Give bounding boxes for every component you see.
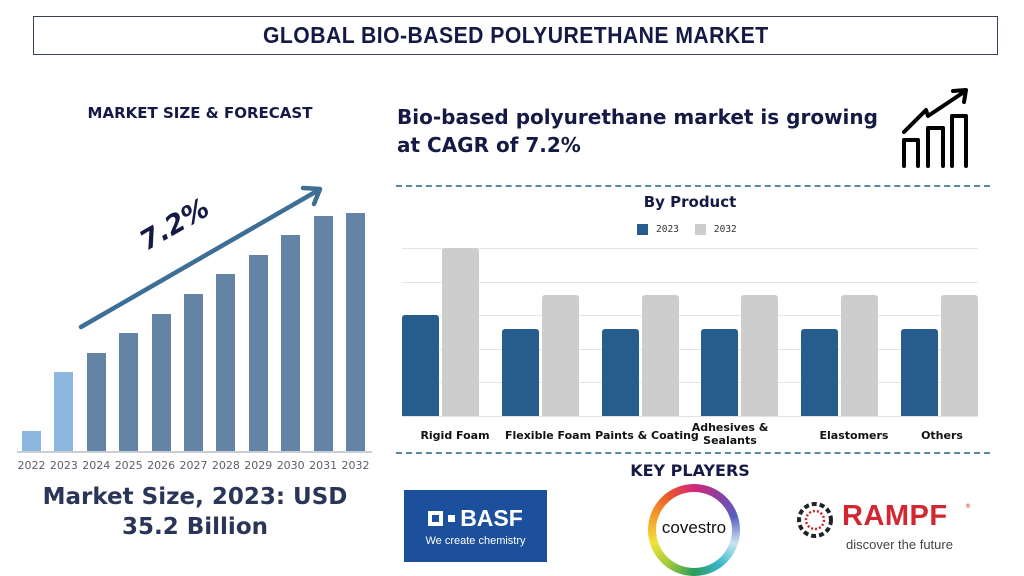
bar-2024 bbox=[86, 353, 106, 451]
bar-2023 bbox=[801, 328, 839, 416]
bar-2032 bbox=[442, 248, 479, 416]
x-tick-label: 2026 bbox=[147, 459, 176, 472]
page-title-box: GLOBAL BIO-BASED POLYURETHANE MARKET bbox=[33, 16, 998, 55]
legend-label: 2032 bbox=[713, 224, 737, 235]
x-tick-label: 2029 bbox=[244, 459, 273, 472]
category-label: Rigid Foam bbox=[420, 429, 490, 442]
by-product-chart bbox=[402, 248, 978, 417]
covestro-logo: covestro bbox=[648, 484, 740, 576]
divider-bottom bbox=[396, 452, 990, 454]
chart-legend: 2023 2032 bbox=[637, 224, 745, 235]
rampf-logo: RAMPF ® discover the future bbox=[795, 500, 975, 556]
covestro-name: covestro bbox=[661, 518, 727, 537]
bar-2023 bbox=[701, 328, 739, 416]
bar-2023 bbox=[402, 315, 439, 416]
bar-2027 bbox=[184, 294, 203, 451]
divider-top bbox=[396, 185, 990, 187]
x-tick-label: 2027 bbox=[179, 459, 208, 472]
rampf-emblem-icon bbox=[797, 502, 833, 538]
legend-item-2023: 2023 bbox=[637, 224, 679, 235]
bar-2023 bbox=[901, 328, 938, 416]
growth-chart-icon bbox=[902, 88, 968, 168]
market-size-heading: MARKET SIZE & FORECAST bbox=[87, 104, 313, 122]
x-tick-label: 2028 bbox=[211, 459, 240, 472]
key-players-title: KEY PLAYERS bbox=[630, 461, 750, 480]
growth-arrow-icon bbox=[78, 185, 323, 330]
bar-2030 bbox=[281, 235, 301, 451]
covestro-ring-center bbox=[656, 492, 732, 568]
headline-line2: at CAGR of 7.2% bbox=[397, 133, 581, 157]
bar-2031 bbox=[313, 216, 333, 451]
gridline bbox=[402, 348, 978, 350]
x-tick-label: 2022 bbox=[17, 459, 46, 472]
bar-2025 bbox=[119, 333, 139, 451]
bar-2022 bbox=[22, 431, 41, 451]
market-size-text: Market Size, 2023: USD 35.2 Billion bbox=[0, 482, 390, 542]
basf-wordmark: BASF bbox=[428, 505, 523, 532]
basf-tagline: We create chemistry bbox=[425, 535, 526, 547]
legend-swatch-2023 bbox=[637, 224, 648, 235]
gridline bbox=[402, 416, 978, 417]
legend-label: 2023 bbox=[656, 224, 679, 235]
gridline bbox=[402, 382, 978, 384]
bar-2032 bbox=[741, 295, 779, 416]
category-label: Adhesives & Sealants bbox=[691, 421, 769, 447]
market-forecast-chart: 2022 2023 2024 2025 2026 2027 2028 2029 2030 2031… bbox=[17, 180, 372, 480]
basf-logo: BASF We create chemistry bbox=[404, 490, 547, 562]
registered-mark: ® bbox=[965, 503, 971, 510]
category-label: Flexible Foam bbox=[504, 429, 592, 442]
x-tick-label: 2031 bbox=[309, 459, 338, 472]
market-size-line1: Market Size, 2023: USD bbox=[42, 484, 348, 510]
basf-square-icon bbox=[428, 511, 444, 526]
rampf-tagline: discover the future bbox=[846, 537, 953, 552]
bar-2032 bbox=[346, 213, 365, 451]
bar-2029 bbox=[248, 255, 268, 451]
legend-swatch-2032 bbox=[694, 224, 706, 235]
x-tick-label: 2030 bbox=[276, 459, 305, 472]
bar-2032 bbox=[641, 295, 679, 416]
category-label: Others bbox=[921, 429, 963, 442]
bar-2023 bbox=[54, 372, 74, 451]
cagr-headline: Bio-based polyurethane market is growing… bbox=[397, 103, 897, 159]
page-title: GLOBAL BIO-BASED POLYURETHANE MARKET bbox=[262, 22, 769, 48]
market-size-line2: 35.2 Billion bbox=[122, 514, 268, 540]
by-product-title: By Product bbox=[643, 193, 737, 211]
bar-2032 bbox=[841, 295, 879, 416]
category-label: Paints & Coating bbox=[595, 429, 699, 442]
x-tick-label: 2032 bbox=[341, 459, 370, 472]
legend-item-2032: 2032 bbox=[694, 224, 737, 235]
gridline bbox=[402, 281, 978, 283]
x-tick-label: 2024 bbox=[82, 459, 111, 472]
basf-dot-icon bbox=[448, 515, 456, 522]
bar-2023 bbox=[601, 328, 639, 416]
headline-line1: Bio-based polyurethane market is growing bbox=[397, 105, 878, 129]
x-tick-label: 2023 bbox=[49, 459, 78, 472]
bar-2032 bbox=[941, 295, 978, 416]
bar-2028 bbox=[216, 274, 236, 451]
basf-name: BASF bbox=[460, 505, 523, 531]
category-label: Elastomers bbox=[819, 429, 889, 442]
bar-2023 bbox=[501, 328, 539, 416]
x-tick-label: 2025 bbox=[114, 459, 143, 472]
bar-2026 bbox=[151, 314, 171, 451]
rampf-name: RAMPF bbox=[842, 500, 948, 532]
bar-2032 bbox=[541, 295, 579, 416]
chart-baseline bbox=[17, 451, 372, 453]
gridline bbox=[402, 248, 978, 249]
gridline bbox=[402, 315, 978, 317]
